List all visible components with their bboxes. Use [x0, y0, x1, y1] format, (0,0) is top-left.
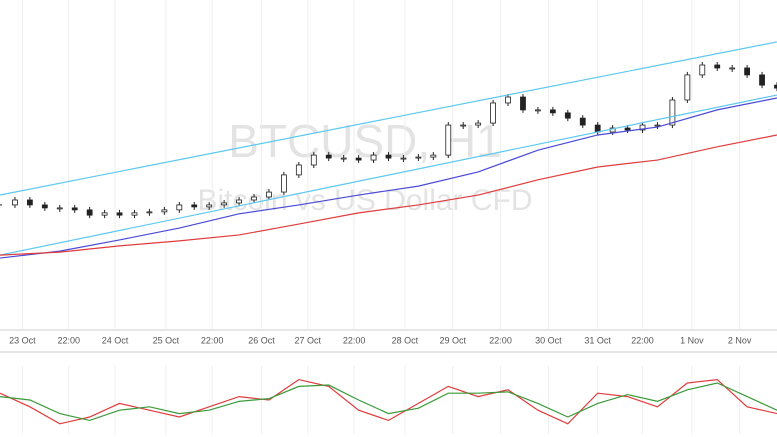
line	[0, 41, 777, 196]
candle-body	[385, 154, 392, 159]
x-tick-label: 22:00	[489, 335, 512, 345]
x-tick-label: 2 Nov	[728, 335, 752, 345]
candle-body	[744, 67, 751, 76]
x-tick-label: 27 Oct	[295, 335, 322, 345]
candle-body	[325, 154, 332, 159]
candle-body	[460, 124, 467, 127]
candle-body	[759, 74, 765, 86]
candle-body	[56, 207, 63, 210]
x-tick-label: 22:00	[57, 335, 80, 345]
x-tick-label: 24 Oct	[102, 335, 129, 345]
candle-body	[266, 191, 272, 198]
line	[0, 382, 777, 422]
line	[0, 378, 777, 425]
candle-body	[564, 112, 571, 119]
candle-body	[475, 122, 482, 126]
candle-body	[445, 124, 452, 156]
candle-body	[26, 199, 33, 206]
candle-body	[400, 157, 407, 160]
x-tick-label: 22:00	[343, 335, 366, 345]
candle-body	[221, 202, 228, 206]
candle-body	[415, 156, 422, 159]
candle-body	[654, 124, 661, 127]
candle-body	[41, 204, 48, 209]
candle-body	[340, 157, 347, 160]
candle-body	[161, 209, 168, 213]
x-tick-label: 26 Oct	[248, 335, 275, 345]
candle-body	[71, 207, 78, 211]
candle-body	[295, 164, 302, 176]
candle-body	[281, 174, 287, 193]
line	[0, 94, 777, 256]
candle-body	[310, 154, 317, 166]
candle-body	[370, 154, 377, 161]
candle-body	[490, 102, 496, 124]
candle-body	[594, 124, 601, 133]
x-tick-label: 31 Oct	[584, 335, 611, 345]
x-tick-label: 30 Oct	[535, 335, 562, 345]
candle-body	[206, 204, 213, 208]
candle-body	[535, 109, 541, 112]
candle-body	[684, 74, 691, 101]
x-tick-label: 22:00	[201, 335, 224, 345]
candle-body	[86, 209, 93, 216]
candle-body	[579, 117, 586, 126]
candle-body	[131, 212, 138, 216]
candle-body	[101, 212, 108, 216]
x-tick-label: 28 Oct	[392, 335, 419, 345]
line	[0, 134, 777, 256]
candle-body	[669, 99, 676, 126]
candle-body	[774, 84, 777, 89]
candle-body	[505, 96, 511, 104]
candle-body	[176, 204, 183, 211]
candle-body	[191, 204, 198, 208]
candle-body	[699, 64, 706, 76]
candle-body	[549, 109, 556, 114]
candle-body	[355, 157, 362, 161]
line	[0, 97, 777, 259]
candle-body	[430, 154, 437, 158]
x-tick-label: 23 Oct	[9, 335, 36, 345]
candle-body	[729, 67, 736, 70]
candle-body	[236, 199, 242, 204]
x-tick-label: 29 Oct	[439, 335, 466, 345]
candle-body	[116, 212, 123, 216]
x-tick-label: 25 Oct	[153, 335, 180, 345]
candle-body	[251, 196, 257, 201]
candle-body	[714, 64, 721, 69]
candle-body	[12, 199, 18, 206]
candle-body	[624, 127, 631, 131]
candle-body	[146, 211, 153, 214]
x-tick-label: 22:00	[631, 335, 654, 345]
candle-body	[639, 124, 646, 131]
candle-body	[520, 96, 526, 111]
x-tick-label: 1 Nov	[680, 335, 704, 345]
